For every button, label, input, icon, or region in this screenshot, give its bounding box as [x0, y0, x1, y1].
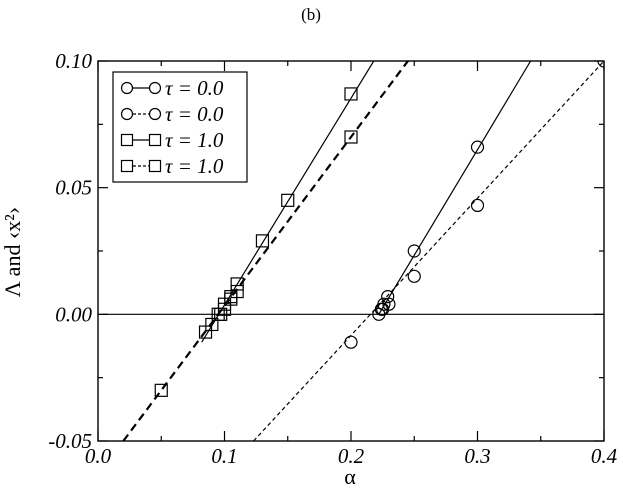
plot-area	[98, 61, 604, 441]
x-axis-label: α	[344, 464, 356, 489]
panel-label: (b)	[301, 5, 321, 24]
data-point	[255, 234, 270, 248]
series-line-4	[122, 61, 409, 441]
axes: 0.0 0.1 0.2 0.3 0.4 -0.05 0.00 0.05 0.10	[48, 49, 617, 468]
legend-marker	[148, 107, 162, 121]
series-line-2	[253, 61, 604, 441]
legend-label: τ = 1.0	[165, 128, 224, 152]
series-line-3	[201, 61, 375, 343]
data-point	[154, 383, 168, 397]
series-4	[122, 61, 409, 441]
data-point	[224, 290, 238, 304]
x-tick-label: 0.3	[464, 444, 490, 468]
data-point	[407, 269, 421, 283]
data-point	[470, 198, 485, 212]
data-point	[381, 290, 395, 304]
y-tick-label: -0.05	[48, 429, 92, 453]
legend-box	[112, 71, 248, 183]
y-axis-label: Λ and ‹x²›	[0, 207, 25, 297]
data-point	[407, 244, 421, 258]
y-tick-label: 0.10	[55, 49, 92, 73]
legend-marker	[148, 133, 162, 147]
x-tick-label: 0.2	[338, 444, 365, 468]
legend-label: τ = 1.0	[165, 154, 224, 178]
series-1	[372, 61, 532, 321]
series-2	[253, 61, 604, 441]
legend-marker	[120, 107, 134, 121]
data-point	[344, 130, 358, 144]
legend-marker	[120, 133, 134, 147]
legend-marker	[148, 159, 162, 173]
legend-marker	[120, 81, 134, 95]
legend-label: τ = 0.0	[165, 76, 224, 100]
x-tick-label: 0.4	[591, 444, 618, 468]
data-point	[470, 140, 485, 154]
data-point	[344, 87, 358, 101]
legend-marker	[148, 81, 162, 95]
series-line-1	[378, 61, 532, 315]
legend-marker	[120, 159, 134, 173]
x-tick-label: 0.1	[211, 444, 237, 468]
data-point	[281, 193, 295, 207]
y-tick-label: 0.00	[55, 302, 92, 326]
data-point	[376, 302, 390, 316]
data-point	[344, 335, 358, 349]
data-point	[377, 297, 391, 311]
legend-label: τ = 0.0	[165, 102, 224, 126]
x-tick-label: 0.0	[85, 444, 112, 468]
y-tick-label: 0.05	[55, 176, 92, 200]
legend: τ = 0.0τ = 0.0τ = 1.0τ = 1.0	[112, 71, 248, 183]
